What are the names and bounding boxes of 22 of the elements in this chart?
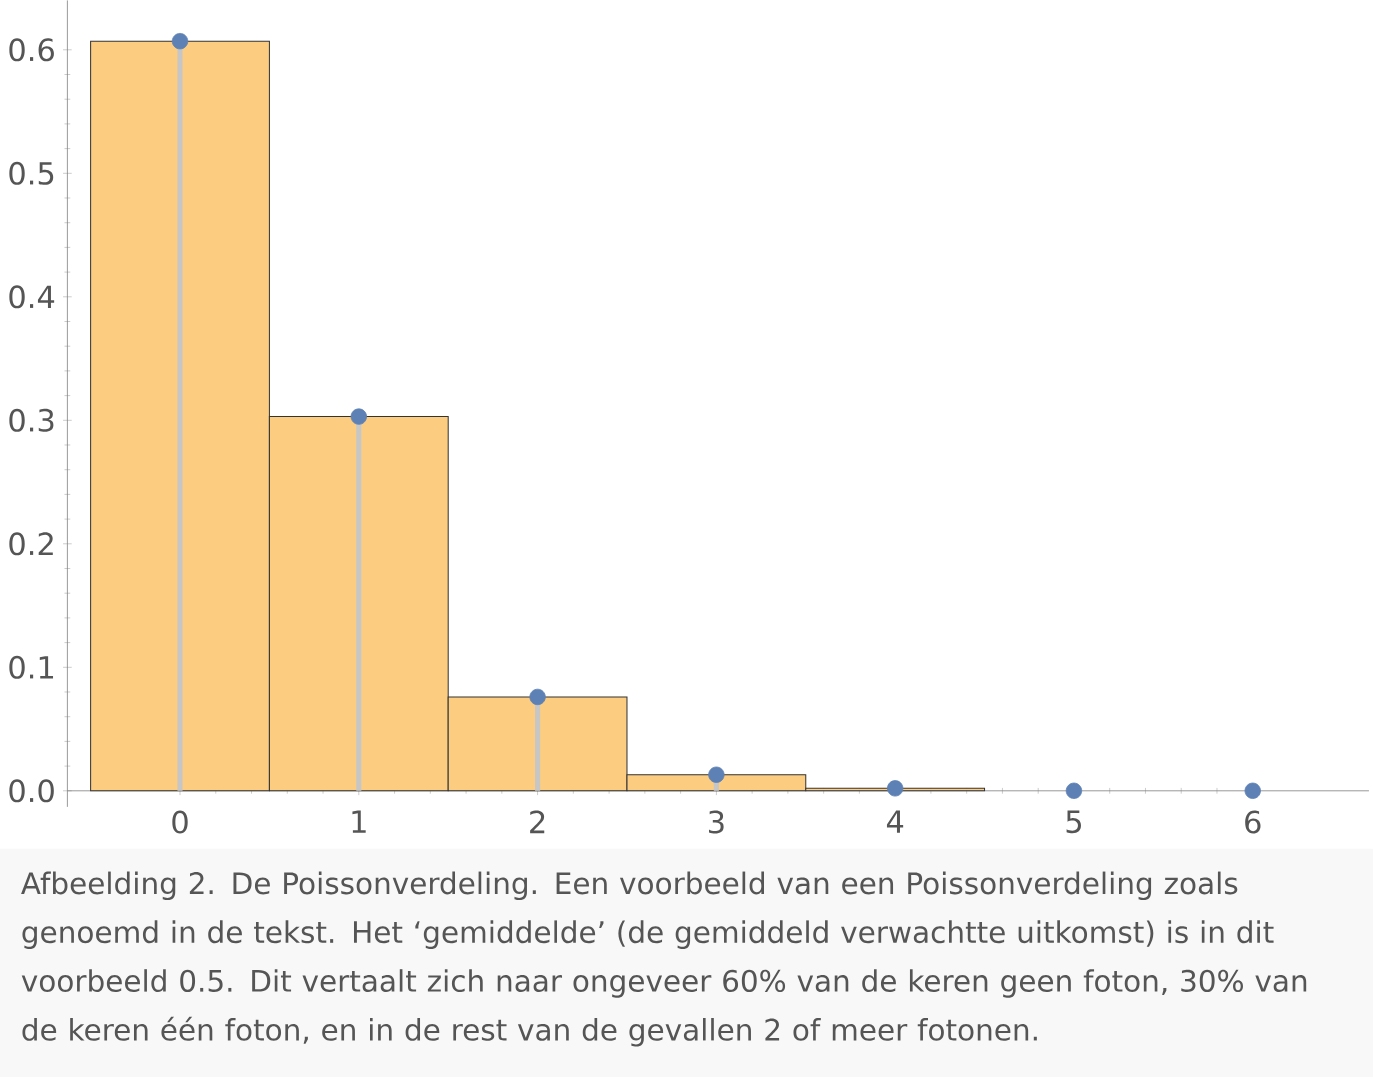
y-tick-label: 0.0	[9, 779, 54, 803]
y-tick-label: 0.4	[9, 285, 55, 309]
x-tick-label: 1	[352, 810, 366, 833]
y-tick-label: 0.1	[9, 655, 54, 679]
point	[171, 32, 189, 50]
x-tick-label: 0	[172, 810, 188, 834]
point	[350, 408, 367, 425]
point	[708, 766, 725, 783]
point	[1244, 782, 1261, 799]
x-tick-label: 2	[530, 810, 545, 833]
x-tick-label: 4	[886, 810, 904, 833]
y-tick-label: 0.3	[9, 408, 54, 432]
y-tick-label: 0.6	[9, 38, 54, 62]
text: Afbeelding 2. De Poissonverdeling. Een voorbeeld van een Poissonverdeling zoals genoemd in de tekst. Het ‘gemiddelde’ (de gemiddeld verwachtte uitkomst) is in dit voorbeeld 0.5. Dit vertaalt zich naar ongeveer 60% van de keren geen foton, 30% van de keren één foton, en in de rest van de gevallen 2 of meer fotonen.	[21, 871, 1307, 1047]
x-tick-label: 5	[1066, 810, 1081, 833]
x-tick-label: 6	[1245, 810, 1261, 834]
point	[1065, 782, 1083, 799]
point	[886, 779, 904, 797]
y-tick-label: 0.5	[9, 161, 54, 185]
x-tick-label: 3	[709, 810, 724, 834]
point	[529, 688, 546, 705]
y-tick-label: 0.2	[9, 532, 53, 556]
